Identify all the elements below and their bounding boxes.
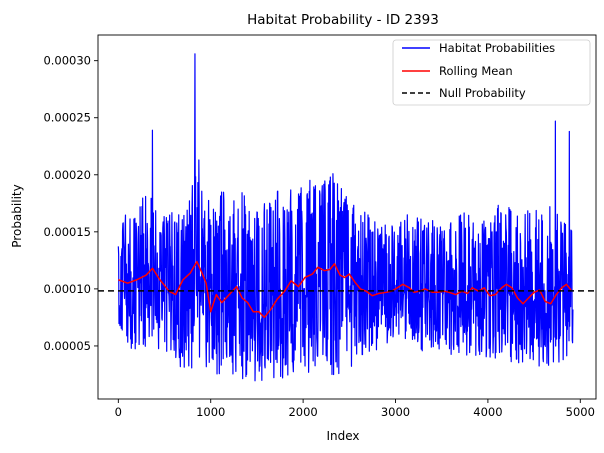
legend-label-null: Null Probability [439,86,526,100]
legend-box [392,39,591,106]
y-tick-label: 0.00020 [43,168,91,182]
legend-label-rolling: Rolling Mean [439,64,513,78]
legend-label-habitat: Habitat Probabilities [439,41,555,55]
x-tick-label: 4000 [473,405,502,419]
series-rolling-mean [118,260,572,319]
plot-area [98,53,596,382]
y-tick-label: 0.00010 [43,282,91,296]
series-habitat-probabilities [117,53,574,382]
x-tick-label: 0 [115,405,122,419]
y-tick-label: 0.00030 [43,54,91,68]
chart-title: Habitat Probability - ID 2393 [247,12,439,28]
y-tick-label: 0.00015 [43,225,91,239]
y-tick-label: 0.00025 [43,111,91,125]
legend: Habitat Probabilities Rolling Mean Null … [392,39,591,106]
x-tick-label: 2000 [288,405,317,419]
x-tick-label: 5000 [566,405,595,419]
x-tick-label: 1000 [196,405,225,419]
plot-frame [97,34,597,400]
x-tick-label: 3000 [381,405,410,419]
y-tick-label: 0.00005 [43,339,91,353]
x-axis-label: Index [326,429,359,443]
y-axis-label: Probability [10,184,24,247]
axis-ticks: 0 1000 2000 3000 4000 5000 0.00005 0.00010 0.000… [43,54,594,419]
